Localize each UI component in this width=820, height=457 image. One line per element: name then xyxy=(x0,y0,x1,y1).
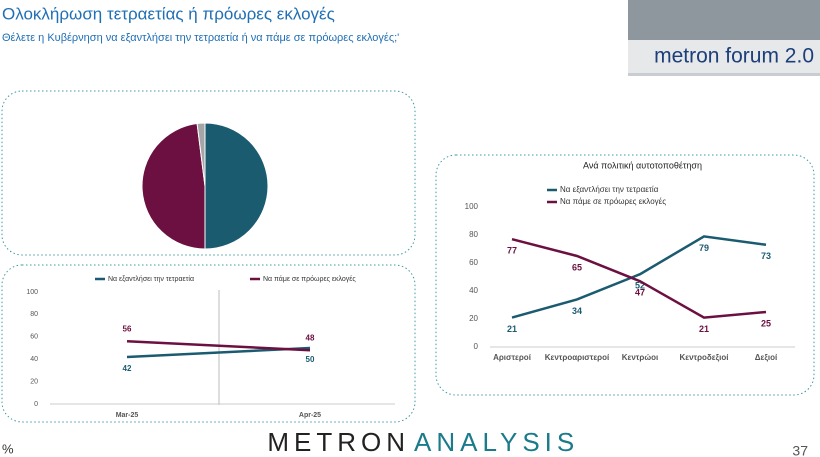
data-label: 21 xyxy=(699,324,709,334)
logo-photo xyxy=(628,0,820,40)
data-label: 73 xyxy=(761,251,771,261)
data-label: 65 xyxy=(572,262,582,272)
y-tick-label: 100 xyxy=(26,289,38,296)
y-tick-label: 0 xyxy=(474,342,479,351)
logo-text: metron forum 2.0 xyxy=(654,45,814,68)
brand: METRON xyxy=(267,427,410,457)
unit-note: % xyxy=(2,441,14,456)
data-label: 48 xyxy=(306,333,315,342)
y-tick-label: 60 xyxy=(30,334,38,341)
legend-label: Να εξαντλήσει την τετραετία xyxy=(560,185,659,194)
data-label: 77 xyxy=(507,246,517,256)
pie-slice xyxy=(204,122,269,250)
data-label: 79 xyxy=(699,243,709,253)
brand: ANALYSIS xyxy=(414,427,579,457)
line-frame xyxy=(1,264,416,423)
y-tick-label: 20 xyxy=(30,378,38,385)
y-tick-label: 40 xyxy=(30,356,38,363)
title: Ολοκλήρωση τετραετίας ή πρόωρες εκλογές xyxy=(2,4,335,23)
line-frame xyxy=(435,154,815,396)
pie-slice xyxy=(141,122,206,250)
x-tick-label: Mar-25 xyxy=(116,412,139,419)
y-tick-label: 60 xyxy=(469,258,478,267)
subtitle: Θέλετε η Κυβέρνηση να εξαντλήσει την τετ… xyxy=(2,32,399,44)
y-tick-label: 20 xyxy=(469,314,478,323)
x-tick-label: Κεντροαριστεροί xyxy=(545,353,609,362)
data-label: 50 xyxy=(306,355,315,364)
data-label: 21 xyxy=(507,324,517,334)
legend-label: Να πάμε σε πρόωρες εκλογές xyxy=(560,197,666,206)
legend-label: Να εξαντλήσει την τετραετία xyxy=(108,275,194,283)
data-label: 47 xyxy=(635,288,645,298)
y-tick-label: 100 xyxy=(465,202,479,211)
y-tick-label: 80 xyxy=(469,230,478,239)
x-tick-label: Δεξιοί xyxy=(755,353,777,362)
series-line xyxy=(511,237,767,319)
x-tick-label: Κεντροδεξιοί xyxy=(680,353,729,362)
data-label: 42 xyxy=(123,364,132,373)
y-tick-label: 80 xyxy=(30,311,38,318)
pie-slice xyxy=(196,122,206,187)
chart-title: Ανά πολιτική αυτοτοποθέτηση xyxy=(583,160,702,170)
logo-band xyxy=(628,40,820,73)
x-tick-label: Apr-25 xyxy=(299,412,321,419)
y-tick-label: 40 xyxy=(469,286,478,295)
page-number: 37 xyxy=(792,443,808,457)
y-tick-label: 0 xyxy=(34,401,38,408)
data-label: 52 xyxy=(635,281,645,291)
x-tick-label: Κεντρώοι xyxy=(622,353,658,362)
legend-label: Να πάμε σε πρόωρες εκλογές xyxy=(263,275,356,283)
data-label: 56 xyxy=(123,324,132,333)
data-label: 25 xyxy=(761,318,771,328)
data-label: 34 xyxy=(572,306,582,316)
x-tick-label: Αριστεροί xyxy=(493,353,531,362)
series-line xyxy=(126,340,311,352)
series-line xyxy=(511,235,767,319)
